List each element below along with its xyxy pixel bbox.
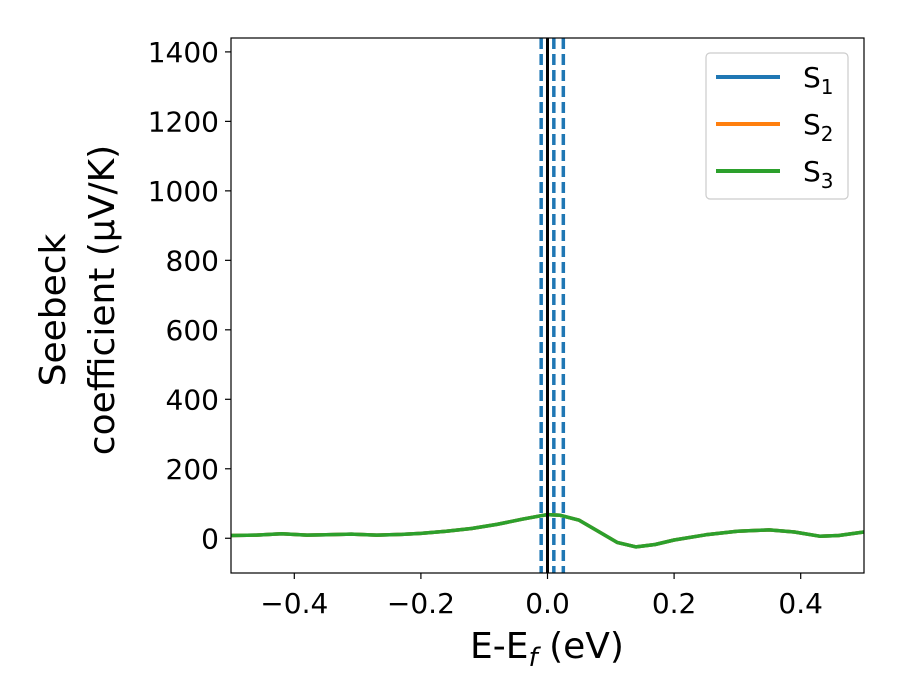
x-tick-label: 0.4 (778, 587, 823, 620)
y-tick-label: 600 (166, 314, 219, 347)
x-axis: −0.4 −0.2 0.0 0.2 0.4 (260, 573, 823, 620)
y-tick-label: 1200 (148, 105, 219, 138)
y-tick-label: 0 (201, 522, 219, 555)
legend-label-1: S1 (803, 61, 834, 99)
y-tick-label: 1000 (148, 175, 219, 208)
y-tick-label: 400 (166, 383, 219, 416)
x-tick-label: −0.2 (387, 587, 455, 620)
y-axis-label-line2: coefficient (μV/K) (82, 145, 123, 455)
y-tick-label: 1400 (148, 36, 219, 69)
legend-label-2: S2 (803, 108, 834, 146)
y-axis-label-line1: Seebeck (33, 233, 74, 386)
legend-label-3: S3 (803, 155, 834, 193)
legend: S1 S2 S3 (705, 52, 849, 200)
y-tick-label: 800 (166, 244, 219, 277)
y-axis: 0 200 400 600 800 1000 1200 1400 (148, 36, 231, 555)
reference-lines (539, 38, 566, 573)
x-tick-label: 0.0 (525, 587, 570, 620)
x-tick-label: −0.4 (260, 587, 328, 620)
x-tick-label: 0.2 (652, 587, 697, 620)
y-tick-label: 200 (166, 453, 219, 486)
x-axis-label: E-Ef (eV) (470, 626, 624, 673)
